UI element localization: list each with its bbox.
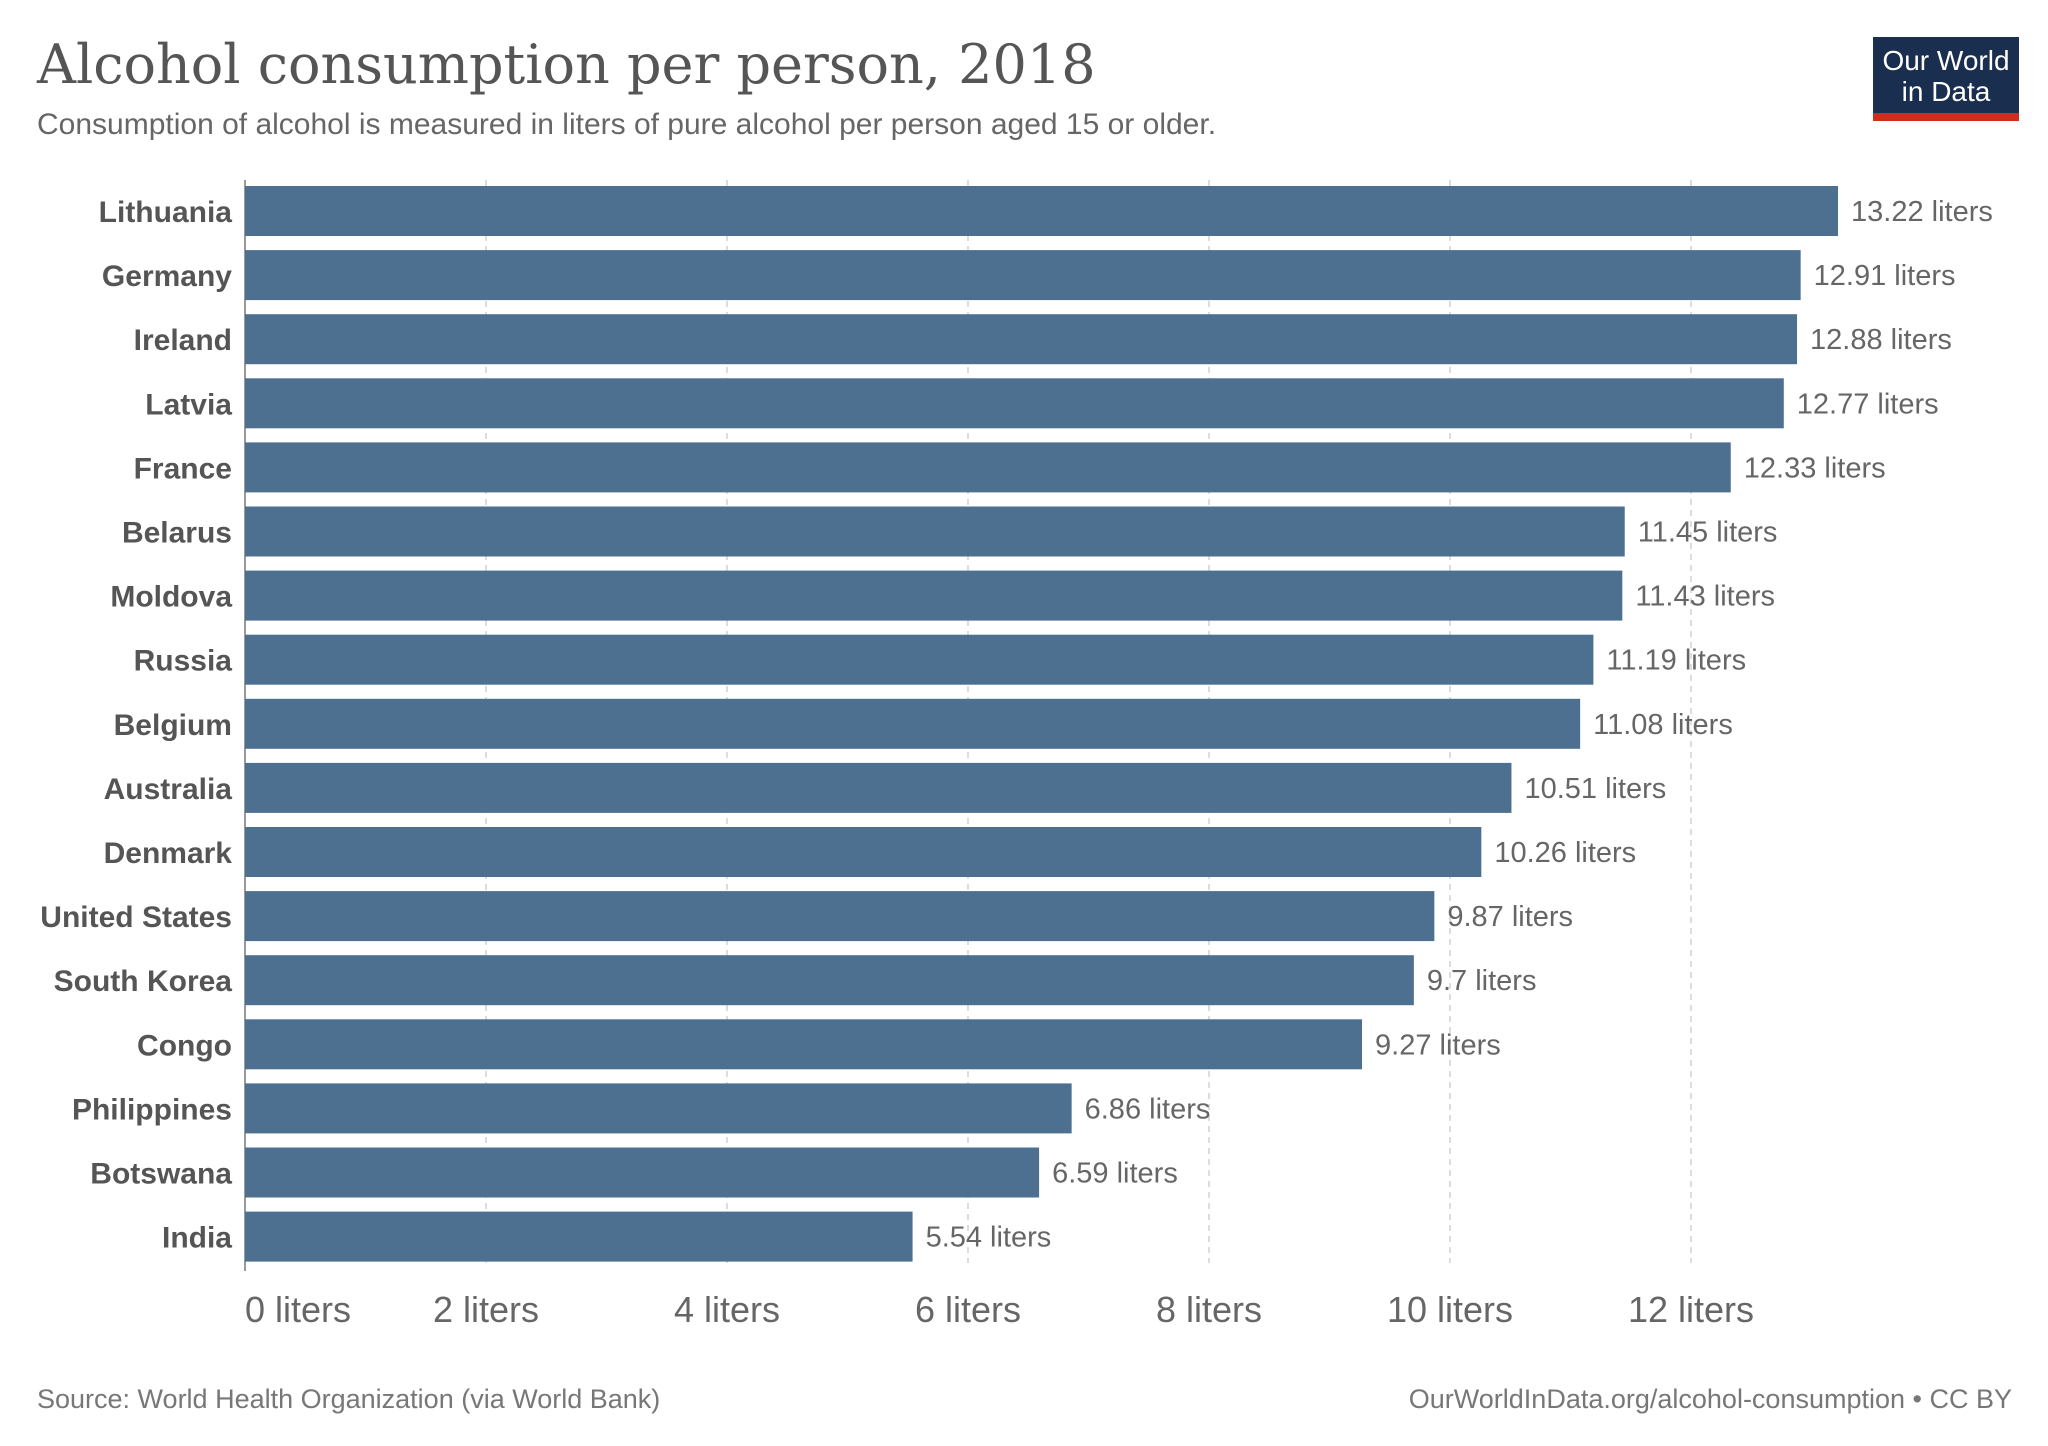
data-label: 11.08 liters xyxy=(1593,709,1733,741)
x-tick-label: 4 liters xyxy=(674,1289,780,1330)
bar[interactable] xyxy=(245,314,1798,365)
category-label: Congo xyxy=(137,1029,232,1062)
data-label: 11.43 liters xyxy=(1635,581,1775,613)
category-label: Philippines xyxy=(72,1093,232,1126)
category-label: Germany xyxy=(102,260,232,293)
category-label: Latvia xyxy=(145,388,232,421)
category-label: Moldova xyxy=(110,581,232,614)
credit-link[interactable]: OurWorldInData.org/alcohol-consumption •… xyxy=(1409,1384,2012,1414)
data-label: 11.19 liters xyxy=(1606,645,1746,677)
bar[interactable] xyxy=(245,827,1482,877)
data-label: 12.33 liters xyxy=(1744,452,1886,484)
category-label: Ireland xyxy=(134,324,232,357)
bar[interactable] xyxy=(245,570,1623,621)
bar[interactable] xyxy=(245,506,1625,557)
category-label: Russia xyxy=(134,645,233,678)
chart-subtitle: Consumption of alcohol is measured in li… xyxy=(37,108,1216,141)
category-label: Denmark xyxy=(104,837,233,870)
bar[interactable] xyxy=(245,250,1801,301)
data-label: 9.27 liters xyxy=(1375,1029,1501,1061)
category-labels: Lithuania Germany Ireland Latvia France Belar… xyxy=(40,196,232,1255)
category-label: Australia xyxy=(104,773,233,806)
category-label: India xyxy=(162,1222,232,1255)
bar[interactable] xyxy=(245,378,1784,429)
data-label: 12.88 liters xyxy=(1810,324,1952,356)
bar[interactable] xyxy=(245,698,1581,749)
data-label: 5.54 liters xyxy=(926,1222,1052,1254)
x-axis-ticks: 0 liters 2 liters 4 liters 6 liters 8 liters… xyxy=(245,1289,1754,1330)
bars xyxy=(245,186,1839,1262)
x-tick-label: 0 liters xyxy=(245,1289,351,1330)
category-label: United States xyxy=(40,901,232,934)
bar[interactable] xyxy=(245,1083,1072,1134)
category-label: Belgium xyxy=(114,709,232,742)
category-label: France xyxy=(134,452,232,485)
bar[interactable] xyxy=(245,1019,1363,1070)
data-label: 6.59 liters xyxy=(1052,1158,1178,1190)
value-labels: 13.22 liters 12.91 liters 12.88 liters 12.7… xyxy=(926,196,1993,1254)
x-tick-label: 2 liters xyxy=(433,1289,539,1330)
logo-line-2: in Data xyxy=(1902,76,1991,107)
x-tick-label: 10 liters xyxy=(1387,1289,1513,1330)
owid-logo[interactable]: Our World in Data xyxy=(1873,37,2019,121)
bar[interactable] xyxy=(245,955,1414,1006)
bar[interactable] xyxy=(245,762,1512,813)
category-label: Botswana xyxy=(90,1158,232,1191)
logo-line-1: Our World xyxy=(1882,45,2009,76)
data-label: 12.91 liters xyxy=(1814,260,1956,292)
data-label: 13.22 liters xyxy=(1851,196,1993,228)
data-label: 9.87 liters xyxy=(1447,901,1573,933)
bar[interactable] xyxy=(245,634,1594,685)
bar[interactable] xyxy=(245,1211,913,1262)
bar[interactable] xyxy=(245,1147,1040,1198)
bar[interactable] xyxy=(245,186,1839,236)
data-label: 12.77 liters xyxy=(1797,388,1939,420)
chart-title: Alcohol consumption per person, 2018 xyxy=(36,33,1096,96)
logo-accent-bar xyxy=(1873,113,2019,121)
data-label: 6.86 liters xyxy=(1085,1093,1211,1125)
x-tick-label: 6 liters xyxy=(915,1289,1021,1330)
bar[interactable] xyxy=(245,891,1435,942)
category-label: South Korea xyxy=(54,965,233,998)
category-label: Lithuania xyxy=(99,196,233,229)
data-label: 11.45 liters xyxy=(1638,517,1778,549)
data-label: 10.26 liters xyxy=(1494,837,1636,869)
x-tick-label: 12 liters xyxy=(1628,1289,1754,1330)
data-label: 10.51 liters xyxy=(1524,773,1666,805)
category-label: Belarus xyxy=(122,517,232,550)
source-note: Source: World Health Organization (via W… xyxy=(37,1384,660,1414)
logo-background xyxy=(1873,37,2019,113)
data-label: 9.7 liters xyxy=(1427,965,1537,997)
bar[interactable] xyxy=(245,442,1731,493)
x-tick-label: 8 liters xyxy=(1156,1289,1262,1330)
